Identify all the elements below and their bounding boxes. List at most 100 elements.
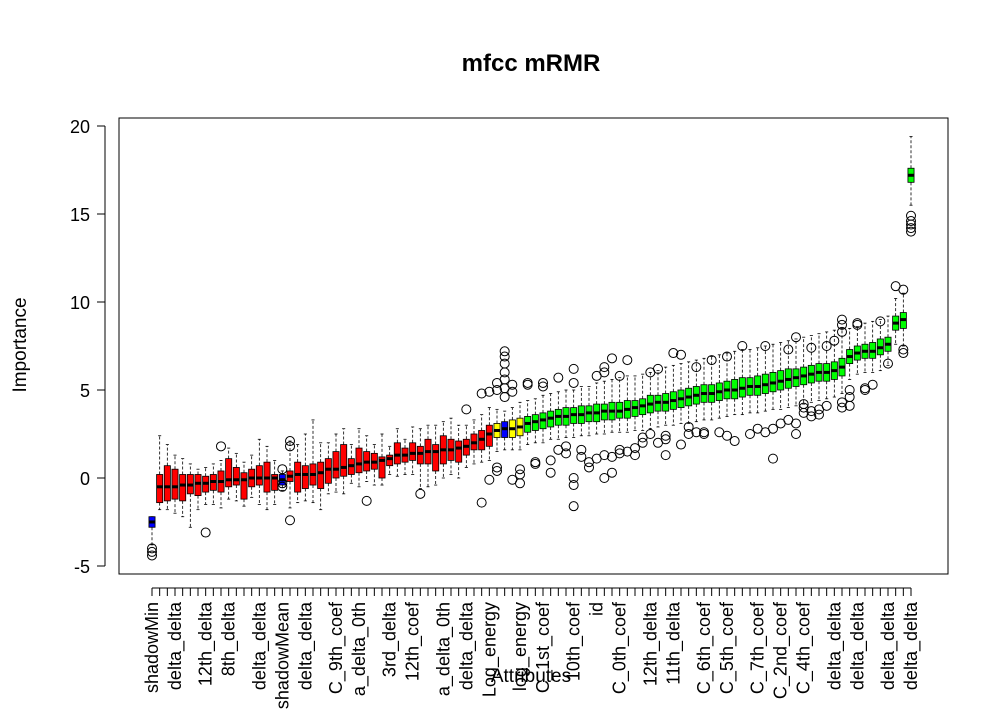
outlier-point	[538, 381, 548, 392]
outlier-point	[561, 448, 571, 459]
outlier-point	[637, 437, 648, 448]
outlier-point	[545, 467, 556, 478]
attribute-box	[729, 350, 740, 447]
attribute-box	[752, 347, 763, 434]
attribute-box	[332, 433, 340, 493]
outlier-point	[492, 465, 502, 476]
outlier-point	[147, 546, 157, 557]
x-tick-label: C_6th_coef	[694, 601, 715, 694]
attribute-box	[447, 417, 455, 475]
y-tick-label: 5	[80, 381, 90, 401]
attribute-box	[699, 357, 709, 439]
attribute-box	[432, 424, 440, 486]
outlier-point	[844, 385, 855, 395]
attribute-box	[186, 463, 194, 528]
x-tick-label: id	[587, 602, 607, 616]
attribute-box	[156, 435, 164, 511]
x-tick-label: C_5th_coef	[717, 601, 738, 694]
attribute-box	[760, 341, 771, 438]
outlier-point	[492, 385, 502, 395]
x-tick-label: a_delta_0th	[349, 602, 370, 696]
attribute-box	[378, 433, 386, 486]
iqr-box	[301, 465, 309, 489]
attribute-box	[324, 442, 332, 495]
attribute-box	[545, 393, 556, 478]
outlier-point	[277, 464, 288, 475]
x-tick-label: delta_delta	[249, 601, 270, 690]
outlier-point	[599, 450, 610, 461]
outlier-point	[737, 341, 748, 351]
x-tick-label: 11th_delta	[663, 601, 684, 685]
attribute-box	[309, 419, 317, 504]
outlier-point	[476, 388, 487, 399]
outlier-point	[722, 351, 732, 362]
outlier-point	[683, 429, 694, 439]
x-tick-label: delta_delta	[847, 601, 868, 690]
attribute-box	[791, 332, 801, 439]
x-tick-label: C_2nd_coef	[771, 601, 792, 699]
outlier-point	[499, 358, 510, 369]
outlier-point	[898, 344, 909, 355]
attribute-box	[439, 421, 447, 479]
attribute-box	[714, 354, 725, 438]
outlier-point	[844, 392, 855, 403]
outlier-point	[599, 367, 610, 378]
outlier-point	[676, 349, 686, 360]
attribute-box	[209, 463, 217, 505]
outlier-point	[492, 462, 502, 473]
outlier-point	[484, 386, 495, 397]
attribute-box	[599, 362, 610, 483]
outlier-point	[798, 399, 809, 410]
outlier-point	[699, 429, 709, 439]
x-tick-label: 12th_delta	[196, 601, 217, 686]
outlier-point	[906, 223, 916, 234]
outlier-point	[676, 439, 686, 450]
iqr-box	[194, 474, 202, 497]
attribute-box	[492, 377, 502, 476]
attribute-box	[821, 331, 832, 411]
outlier-point	[668, 348, 679, 359]
attribute-box	[401, 438, 409, 475]
attribute-box	[745, 349, 755, 439]
outlier-point	[476, 497, 487, 508]
attribute-box	[461, 404, 472, 468]
outlier-point	[484, 474, 495, 485]
outlier-point	[568, 473, 579, 483]
outlier-point	[285, 441, 295, 452]
attribute-box	[538, 377, 548, 444]
attribute-box	[898, 284, 909, 359]
attribute-box	[271, 459, 279, 505]
iqr-box	[255, 465, 263, 486]
iqr-box	[240, 472, 248, 500]
iqr-box	[416, 445, 424, 465]
attribute-box	[255, 438, 263, 505]
outlier-point	[499, 351, 510, 362]
x-tick-label: C_0th_coef	[610, 601, 631, 694]
attribute-box	[171, 454, 179, 514]
outlier-point	[630, 450, 640, 461]
attribute-box	[637, 373, 648, 448]
outlier-point	[867, 379, 878, 390]
attribute-box	[867, 320, 878, 390]
outlier-point	[653, 363, 663, 374]
attribute-box	[852, 318, 863, 375]
iqr-box	[340, 444, 348, 477]
iqr-box	[232, 467, 240, 486]
attribute-box	[347, 444, 355, 484]
attribute-box	[225, 447, 233, 500]
attribute-box	[522, 377, 533, 445]
x-tick-label: 8th_delta	[219, 601, 240, 676]
attribute-box	[530, 398, 541, 469]
iqr-box	[294, 461, 302, 493]
attribute-box	[424, 424, 432, 488]
attribute-box	[200, 467, 211, 538]
y-tick-label: 10	[70, 293, 90, 313]
plot-area-frame	[118, 117, 949, 575]
outlier-point	[568, 377, 579, 388]
outlier-point	[147, 543, 157, 554]
iqr-box	[355, 447, 363, 474]
outlier-point	[277, 481, 288, 492]
x-axis: shadowMin delta_delta 12th_delta 8th_delta d…	[142, 587, 922, 709]
attribute-box	[668, 348, 679, 426]
attribute-box	[355, 428, 363, 488]
